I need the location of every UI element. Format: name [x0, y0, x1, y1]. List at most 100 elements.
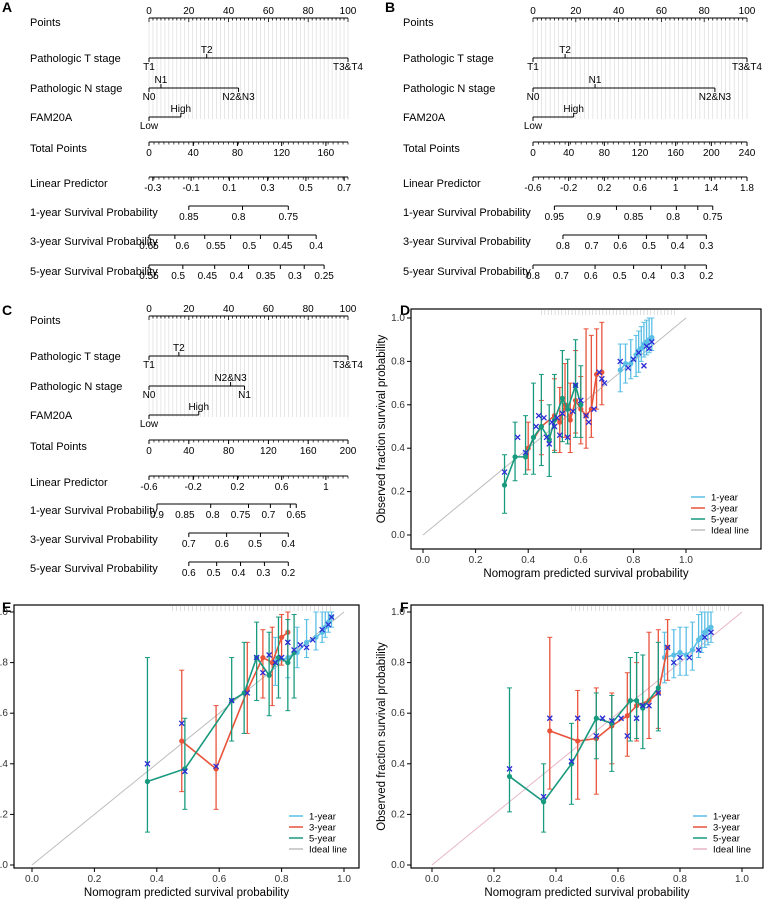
x-tick-label: 0.0 [425, 874, 439, 885]
y-tick-label: 0.6 [391, 708, 405, 719]
panel-A: A Points 0 20 40 60 80 100 Pathologic T stage T1 T… [2, 0, 363, 282]
axis-tick-label: 200 [703, 148, 720, 159]
cross-marker [640, 362, 647, 369]
cross-marker [522, 449, 529, 456]
category-label: High [171, 104, 192, 115]
prob-tick-label: 0.7 [585, 241, 599, 252]
prob-tick-label: 0.75 [703, 212, 723, 223]
prob-tick-label: 0.65 [287, 510, 307, 521]
cross-marker [568, 758, 575, 765]
x-tick-label: 0.4 [150, 874, 164, 885]
data-point [624, 713, 630, 719]
axis-tick-label: 0.3 [261, 183, 275, 194]
points-tick-label: 20 [570, 6, 582, 17]
y-tick-label: 0.4 [391, 443, 405, 454]
row-label: 5-year Survival Probability [30, 563, 158, 575]
category-label: T2 [173, 343, 185, 354]
row-label: Total Points [30, 441, 87, 453]
cross-marker [670, 659, 677, 666]
cross-marker [701, 634, 708, 641]
cross-marker [543, 434, 550, 441]
axis-tick-label: -0.3 [144, 183, 162, 194]
x-tick-label: 0.4 [549, 874, 563, 885]
row-label: Pathologic N stage [403, 83, 495, 95]
cross-marker [533, 423, 540, 430]
cross-marker [244, 690, 251, 696]
prob-tick-label: 0.2 [699, 271, 713, 282]
axis-tick-label: 1.8 [740, 183, 754, 194]
x-tick-label: 0.6 [212, 874, 226, 885]
cross-marker [303, 644, 310, 651]
row-label: FAM20A [30, 410, 73, 422]
x-tick-label: 0.0 [25, 874, 39, 885]
category-label: Low [140, 419, 159, 430]
points-tick-label: 60 [656, 6, 668, 17]
data-point [593, 715, 599, 721]
legend-label: 3-year [711, 504, 738, 515]
x-tick-label: 0.8 [275, 874, 289, 885]
category-label: N1 [155, 75, 168, 86]
x-tick-label: 1.0 [337, 874, 351, 885]
row-label: Linear Predictor [30, 477, 108, 489]
x-tick-label: 1.0 [679, 555, 693, 566]
cross-marker [291, 646, 298, 653]
cross-marker [325, 621, 332, 628]
data-point [506, 773, 513, 780]
axis-tick-label: 0 [146, 446, 152, 457]
x-tick-label: 0.2 [87, 874, 101, 885]
cross-marker [541, 414, 547, 421]
cross-marker [535, 412, 542, 419]
y-tick-label: 1.0 [391, 313, 405, 324]
prob-tick-label: 0.6 [175, 241, 189, 252]
axis-tick-label: 1.4 [704, 183, 718, 194]
cross-marker [297, 641, 304, 648]
points-tick-label: 100 [340, 6, 357, 17]
category-label: N0 [527, 92, 540, 103]
plot-frame [410, 308, 762, 550]
data-point [541, 799, 547, 805]
x-tick-label: 0.6 [611, 874, 625, 885]
cross-marker [608, 717, 615, 724]
row-label: Points [30, 315, 61, 327]
y-tick-label: 0.8 [0, 658, 8, 669]
cross-marker [181, 768, 188, 775]
prob-tick-label: 0.75 [279, 212, 299, 223]
series-line [527, 371, 603, 449]
prob-tick-label: 0.3 [670, 271, 684, 282]
prob-tick-label: 0.4 [232, 568, 246, 579]
prob-tick-label: 0.6 [584, 271, 598, 282]
prob-tick-label: 0.8 [232, 212, 246, 223]
cross-marker [144, 760, 151, 767]
prob-tick-label: 0.85 [175, 510, 195, 521]
data-point [708, 624, 714, 630]
cross-marker [695, 646, 702, 653]
data-point [179, 738, 185, 744]
prob-tick-label: 0.5 [248, 539, 262, 550]
cross-marker [328, 614, 335, 621]
legend-label: 5-year [711, 515, 738, 526]
y-tick-label: 0.6 [0, 708, 8, 719]
data-point [689, 647, 696, 653]
cross-marker [617, 358, 624, 365]
cross-marker [548, 419, 555, 426]
cross-marker [574, 715, 581, 722]
row-label: Points [403, 17, 434, 29]
legend-label: 3-year [309, 823, 336, 834]
category-label: T3&T4 [333, 360, 363, 371]
prob-tick-label: 0.5 [171, 271, 185, 282]
prob-tick-label: 0.2 [281, 568, 295, 579]
data-point [575, 738, 581, 744]
x-tick-label: 0.0 [416, 555, 430, 566]
y-tick-label: 0.4 [0, 759, 8, 770]
points-tick-label: 100 [739, 6, 756, 17]
category-label: N1 [238, 390, 251, 401]
y-tick-label: 0.8 [391, 658, 405, 669]
data-point [559, 395, 565, 401]
cross-marker [284, 639, 291, 646]
cross-marker [648, 338, 655, 345]
y-tick-label: 0.2 [391, 487, 405, 498]
y-tick-label: 1.0 [0, 607, 8, 618]
axis-tick-label: 120 [632, 148, 649, 159]
points-tick-label: 100 [340, 304, 357, 315]
cross-marker [635, 349, 642, 356]
